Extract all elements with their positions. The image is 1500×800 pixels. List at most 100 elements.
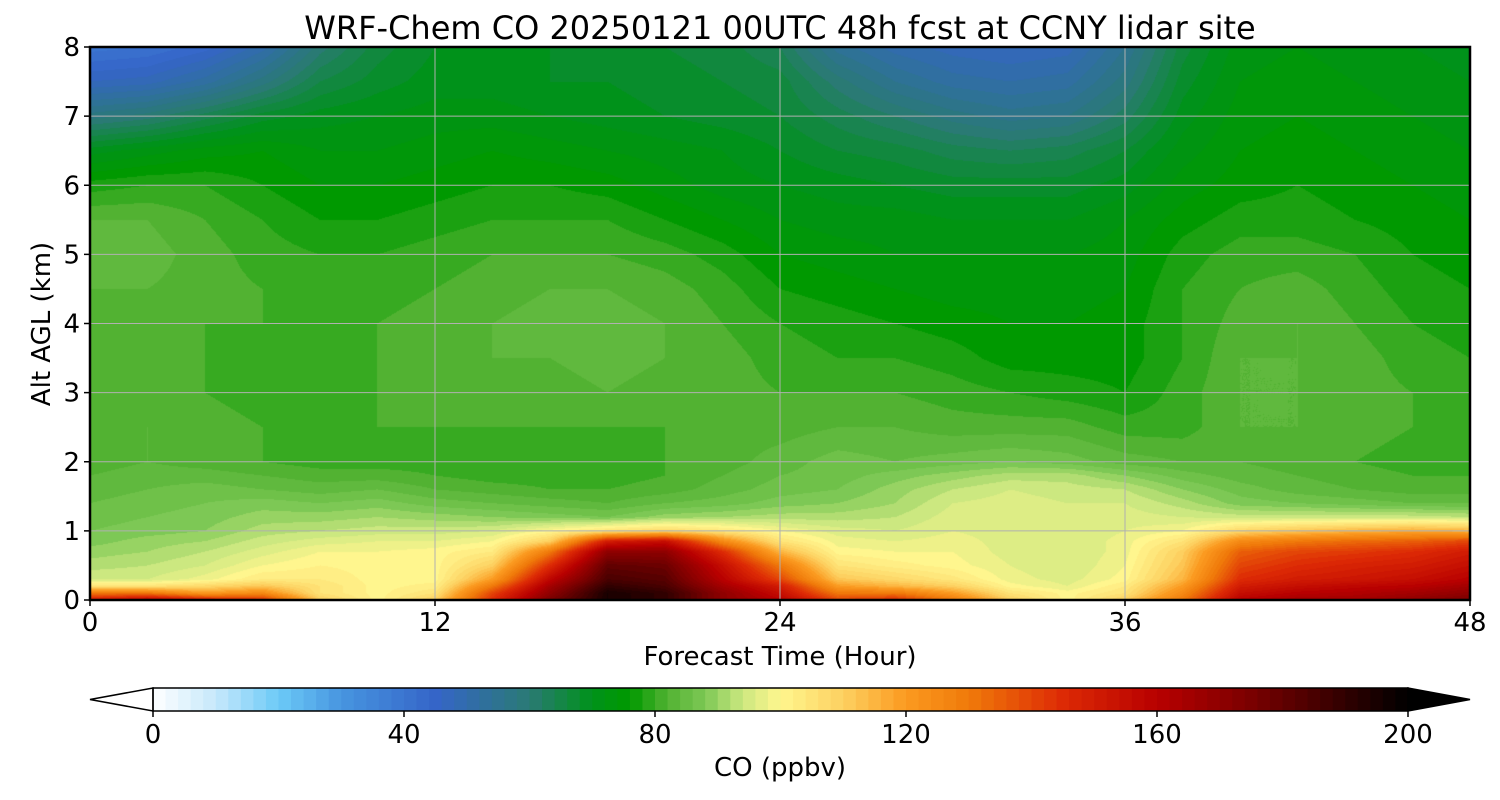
colorbar-swatch	[240, 688, 254, 711]
colorbar-swatch	[1207, 688, 1221, 711]
colorbar-swatch	[366, 688, 380, 711]
colorbar-swatch	[328, 688, 342, 711]
colorbar-swatch	[479, 688, 493, 711]
colorbar-swatch	[943, 688, 957, 711]
colorbar-swatch	[228, 688, 242, 711]
colorbar-label: CO (ppbv)	[714, 753, 846, 783]
colorbar-swatch	[1307, 688, 1321, 711]
colorbar-swatch	[893, 688, 907, 711]
colorbar-tick-label: 120	[881, 720, 931, 750]
colorbar-swatch	[1018, 688, 1033, 711]
colorbar-swatch	[717, 688, 731, 711]
x-tick-label: 0	[82, 608, 99, 638]
colorbar-swatch	[466, 688, 480, 711]
colorbar-swatch	[1194, 688, 1208, 711]
y-tick-label: 0	[63, 586, 80, 616]
colorbar-swatch	[1144, 688, 1158, 711]
colorbar-swatch	[391, 688, 405, 711]
colorbar-tick-label: 200	[1383, 720, 1433, 750]
colorbar-swatch	[253, 688, 267, 711]
colorbar-swatch	[906, 688, 920, 711]
colorbar-frame	[152, 687, 1409, 712]
x-tick-label: 48	[1453, 608, 1486, 638]
colorbar-tick-label: 0	[145, 720, 162, 750]
chart-title: WRF-Chem CO 20250121 00UTC 48h fcst at C…	[304, 9, 1255, 47]
colorbar-swatch	[441, 688, 455, 711]
colorbar-swatch	[190, 688, 204, 711]
colorbar-swatch	[416, 688, 430, 711]
colorbar-swatch	[1157, 688, 1171, 711]
colorbar-swatch	[1119, 688, 1133, 711]
colorbar-swatch	[617, 688, 631, 711]
colorbar-swatch	[680, 688, 694, 711]
y-tick-label: 7	[63, 102, 80, 132]
colorbar-swatch	[353, 688, 367, 711]
colorbar-swatch	[1031, 688, 1045, 711]
colorbar-extend-high	[1407, 687, 1471, 712]
colorbar-swatch	[1081, 688, 1095, 711]
colorbar-swatch	[1131, 688, 1146, 711]
colorbar-swatch	[830, 688, 844, 711]
colorbar-swatch	[767, 688, 782, 711]
colorbar-swatch	[203, 688, 217, 711]
colorbar-swatch	[642, 688, 656, 711]
colorbar-swatch	[341, 688, 355, 711]
colorbar-swatch	[1182, 688, 1196, 711]
colorbar-swatch	[291, 688, 305, 711]
colorbar-swatch	[793, 688, 807, 711]
colorbar-swatch	[542, 688, 556, 711]
colorbar-swatch	[1056, 688, 1070, 711]
colorbar-swatch	[1357, 688, 1371, 711]
colorbar-swatch	[705, 688, 719, 711]
colorbar-tick-label: 40	[387, 720, 420, 750]
colorbar-swatch	[956, 688, 970, 711]
colorbar-swatch	[805, 688, 819, 711]
colorbar-swatch	[516, 688, 531, 711]
colorbar-ticks: 0 40 80 120 160 200	[145, 711, 1433, 750]
colorbar-swatch	[1370, 688, 1384, 711]
y-axis-label: Alt AGL (km)	[27, 242, 57, 406]
colorbar-swatch	[504, 688, 518, 711]
colorbar-swatch	[153, 688, 167, 711]
colorbar-swatch	[730, 688, 744, 711]
x-tick-label: 24	[763, 608, 796, 638]
colorbar-swatch	[918, 688, 932, 711]
colorbar-swatch	[1395, 688, 1409, 711]
colorbar-swatch	[1044, 688, 1058, 711]
colorbar-swatch	[454, 688, 468, 711]
colorbar-swatch	[604, 688, 618, 711]
colorbar-swatch	[667, 688, 681, 711]
y-tick-label: 4	[63, 310, 80, 340]
colorbar-extend-low	[89, 687, 154, 712]
colorbar-swatch	[855, 688, 869, 711]
colorbar-swatch	[1295, 688, 1309, 711]
colorbar-swatch	[278, 688, 292, 711]
y-tick-label: 1	[63, 517, 80, 547]
colorbar-swatch	[818, 688, 832, 711]
colorbar-swatch	[993, 688, 1007, 711]
colorbar-swatch	[843, 688, 857, 711]
colorbar-swatch	[1320, 688, 1334, 711]
y-tick-label: 3	[63, 379, 80, 409]
colorbar-swatch	[655, 688, 669, 711]
y-tick-label: 8	[63, 33, 80, 63]
colorbar-swatch	[755, 688, 769, 711]
colorbar-swatch	[316, 688, 330, 711]
y-tick-label: 2	[63, 448, 80, 478]
colorbar-swatch	[1345, 688, 1359, 711]
x-axis-ticks: 0 12 24 36 48	[82, 600, 1487, 638]
colorbar-swatch	[1006, 688, 1020, 711]
colorbar-swatch	[404, 688, 418, 711]
colorbar-swatch	[215, 688, 229, 711]
colorbar-tick-label: 80	[638, 720, 671, 750]
colorbar-swatch	[1382, 688, 1397, 711]
colorbar-swatch	[592, 688, 606, 711]
colorbar-swatch	[579, 688, 593, 711]
colorbar-tick-label: 160	[1132, 720, 1182, 750]
colorbar-swatch	[780, 688, 794, 711]
x-tick-label: 12	[418, 608, 451, 638]
colorbar-swatch	[1219, 688, 1233, 711]
colorbar-swatch	[1269, 688, 1284, 711]
colorbar-swatch	[692, 688, 706, 711]
